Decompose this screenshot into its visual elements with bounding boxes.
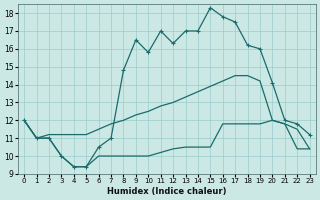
- X-axis label: Humidex (Indice chaleur): Humidex (Indice chaleur): [107, 187, 227, 196]
